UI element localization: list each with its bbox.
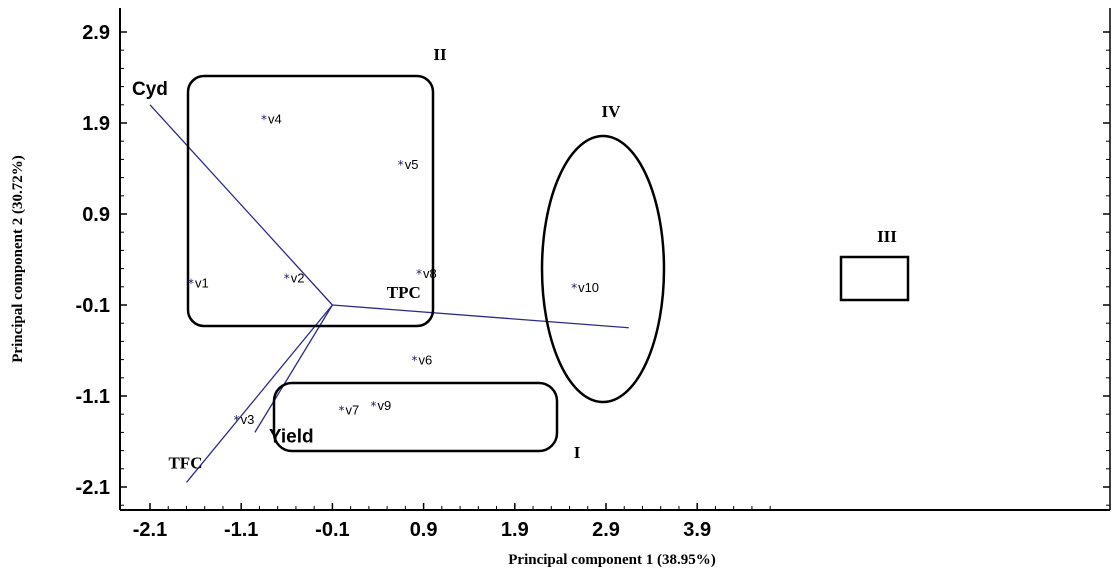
point-label: v8 <box>423 266 437 281</box>
point-v10: * v10 <box>571 280 599 295</box>
point-v3: * v3 <box>234 412 255 427</box>
group-iii-outline <box>839 255 910 302</box>
point-v2: * v2 <box>284 271 305 286</box>
point-label: v7 <box>346 403 360 418</box>
loading-vectors: Cyd TPC TFC Yield <box>132 79 629 483</box>
point-label: v6 <box>418 353 432 368</box>
observation-points: * v1 * v2* v3* v4* v5* v6* v7* v8* v9* v10 <box>188 111 599 426</box>
y-tick-label: -2.1 <box>76 477 110 499</box>
point-marker: * <box>284 272 290 286</box>
group-label-ii: II <box>433 45 447 64</box>
x-tick-label: 1.9 <box>501 519 529 541</box>
point-marker: * <box>416 267 422 281</box>
point-v5: * v5 <box>398 157 419 172</box>
y-tick-label: -0.1 <box>76 295 110 317</box>
point-v6: * v6 <box>411 353 432 368</box>
point-label: v3 <box>241 412 255 427</box>
loading-label-tpc: TPC <box>387 283 421 302</box>
axis-tick-labels: -2.1 -1.1 -0.1 0.9 1.9 2.9 3.9 2.9 1.9 0.9 -0.1 -1.… <box>76 22 712 541</box>
point-label: v9 <box>377 398 391 413</box>
point-marker: * <box>188 276 194 290</box>
point-v9: * v9 <box>370 398 391 413</box>
point-label: v2 <box>291 271 305 286</box>
point-label: v5 <box>405 157 419 172</box>
loading-label-tfc: TFC <box>168 453 202 472</box>
point-v8: * v8 <box>416 266 437 281</box>
loading-label-cyd: Cyd <box>132 79 168 100</box>
group-label-iii: III <box>877 227 897 246</box>
y-tick-label: 1.9 <box>82 113 110 135</box>
point-marker: * <box>339 404 345 418</box>
y-tick-label: 2.9 <box>82 22 110 44</box>
loading-vector-tpc <box>332 304 629 329</box>
loading-label-yield: Yield <box>269 426 314 447</box>
point-v1: * v1 <box>188 275 209 290</box>
group-ii-outline <box>186 74 435 328</box>
x-tick-label: 0.9 <box>410 519 438 541</box>
point-marker: * <box>571 281 577 295</box>
x-tick-label: -0.1 <box>315 519 349 541</box>
loading-vector-cyd <box>149 104 333 306</box>
group-i-outline <box>272 381 559 453</box>
group-label-iv: IV <box>602 102 622 121</box>
y-axis-title: Principal component 2 (30.72%) <box>10 155 26 363</box>
point-v4: * v4 <box>261 111 282 126</box>
point-label: v1 <box>195 275 209 290</box>
x-axis-title: Principal component 1 (38.95%) <box>508 552 716 568</box>
point-marker: * <box>398 158 404 172</box>
point-marker: * <box>370 399 376 413</box>
group-label-i: I <box>574 443 581 462</box>
point-label: v10 <box>578 280 599 295</box>
loading-vector-yield <box>254 304 333 433</box>
x-tick-label: 2.9 <box>592 519 620 541</box>
group-iv-outline <box>540 134 666 404</box>
loading-vector-tfc <box>185 304 333 483</box>
point-marker: * <box>411 354 417 368</box>
axis-ticks <box>120 31 1110 510</box>
y-tick-label: -1.1 <box>76 386 110 408</box>
point-label: v4 <box>268 111 282 126</box>
x-tick-label: 3.9 <box>683 519 711 541</box>
x-tick-label: -2.1 <box>133 519 167 541</box>
point-v7: * v7 <box>339 403 360 418</box>
point-marker: * <box>234 413 240 427</box>
y-tick-label: 0.9 <box>82 204 110 226</box>
point-marker: * <box>261 112 267 126</box>
x-tick-label: -1.1 <box>224 519 258 541</box>
